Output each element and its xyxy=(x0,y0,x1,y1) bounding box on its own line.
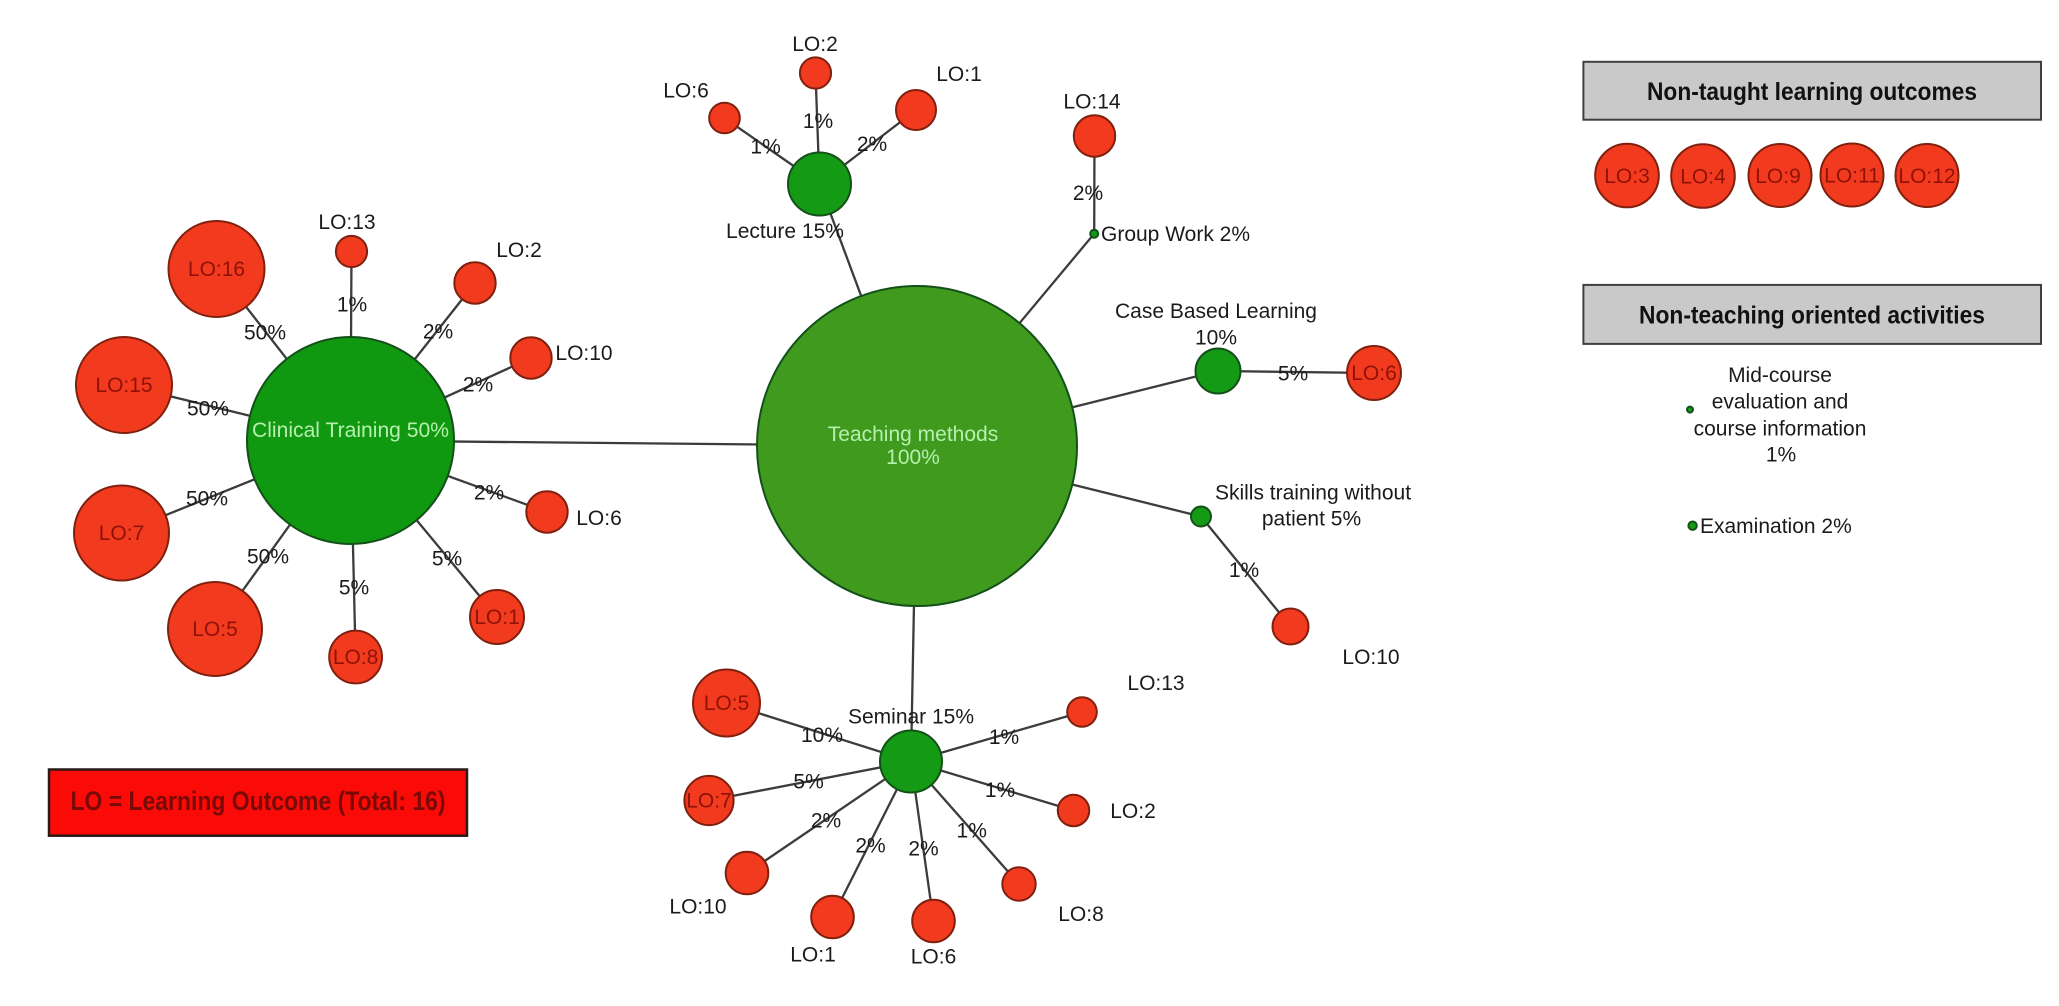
svg-text:2%: 2% xyxy=(423,321,453,344)
svg-text:Mid-course: Mid-course xyxy=(1728,364,1832,387)
svg-text:LO:8: LO:8 xyxy=(333,646,379,669)
svg-text:Group Work 2%: Group Work 2% xyxy=(1101,223,1250,246)
svg-text:LO:6: LO:6 xyxy=(663,80,709,103)
svg-text:LO:6: LO:6 xyxy=(911,946,957,969)
svg-text:10%: 10% xyxy=(801,724,843,747)
svg-text:LO:13: LO:13 xyxy=(1127,672,1184,695)
svg-text:2%: 2% xyxy=(811,810,841,833)
svg-text:5%: 5% xyxy=(1278,363,1308,386)
svg-text:1%: 1% xyxy=(985,779,1015,802)
svg-text:LO:5: LO:5 xyxy=(704,692,750,715)
svg-text:100%: 100% xyxy=(886,446,940,469)
svg-text:LO:6: LO:6 xyxy=(576,507,622,530)
svg-text:course information: course information xyxy=(1694,417,1867,440)
svg-text:Lecture 15%: Lecture 15% xyxy=(726,220,844,243)
svg-text:1%: 1% xyxy=(957,820,987,843)
svg-text:LO:10: LO:10 xyxy=(669,896,726,919)
svg-text:LO:5: LO:5 xyxy=(192,618,238,641)
svg-text:50%: 50% xyxy=(244,322,286,345)
svg-text:Case Based Learning: Case Based Learning xyxy=(1115,300,1317,323)
svg-text:LO:15: LO:15 xyxy=(95,374,152,397)
svg-text:evaluation and: evaluation and xyxy=(1712,391,1849,414)
svg-text:LO:3: LO:3 xyxy=(1604,165,1650,188)
svg-text:Skills training without: Skills training without xyxy=(1215,482,1411,505)
svg-text:Teaching methods: Teaching methods xyxy=(828,423,998,446)
svg-text:LO = Learning Outcome (Total:: LO = Learning Outcome (Total: 16) xyxy=(71,786,446,816)
svg-text:LO:10: LO:10 xyxy=(555,342,612,365)
svg-text:2%: 2% xyxy=(463,374,493,397)
svg-text:2%: 2% xyxy=(855,835,885,858)
svg-text:LO:9: LO:9 xyxy=(1755,165,1801,188)
svg-text:Clinical Training 50%: Clinical Training 50% xyxy=(252,419,449,442)
svg-text:5%: 5% xyxy=(793,771,823,794)
svg-text:2%: 2% xyxy=(908,838,938,861)
svg-text:50%: 50% xyxy=(186,488,228,511)
svg-text:LO:7: LO:7 xyxy=(99,522,145,545)
svg-text:5%: 5% xyxy=(339,577,369,600)
svg-text:LO:13: LO:13 xyxy=(318,211,375,234)
svg-text:Non-taught learning outcomes: Non-taught learning outcomes xyxy=(1647,78,1977,106)
svg-text:50%: 50% xyxy=(187,398,229,421)
svg-text:LO:1: LO:1 xyxy=(474,606,520,629)
svg-text:LO:2: LO:2 xyxy=(496,239,542,262)
svg-text:LO:2: LO:2 xyxy=(1110,800,1156,823)
svg-text:5%: 5% xyxy=(432,548,462,571)
svg-text:Examination 2%: Examination 2% xyxy=(1700,515,1852,538)
svg-text:LO:10: LO:10 xyxy=(1342,646,1399,669)
svg-text:2%: 2% xyxy=(857,133,887,156)
svg-text:2%: 2% xyxy=(474,482,504,505)
svg-text:LO:8: LO:8 xyxy=(1058,903,1104,926)
svg-text:1%: 1% xyxy=(750,135,780,158)
svg-text:1%: 1% xyxy=(1766,443,1796,466)
svg-text:LO:16: LO:16 xyxy=(188,258,245,281)
svg-text:LO:12: LO:12 xyxy=(1898,165,1955,188)
svg-text:1%: 1% xyxy=(337,294,367,317)
svg-text:LO:4: LO:4 xyxy=(1680,166,1726,189)
svg-text:LO:6: LO:6 xyxy=(1351,362,1397,385)
svg-text:1%: 1% xyxy=(803,110,833,133)
svg-text:50%: 50% xyxy=(247,546,289,569)
svg-text:LO:11: LO:11 xyxy=(1824,165,1880,188)
svg-text:patient 5%: patient 5% xyxy=(1262,508,1361,531)
svg-text:LO:2: LO:2 xyxy=(792,33,838,56)
svg-text:Seminar 15%: Seminar 15% xyxy=(848,706,974,729)
svg-text:LO:1: LO:1 xyxy=(790,944,836,967)
svg-text:1%: 1% xyxy=(1229,559,1259,582)
svg-text:1%: 1% xyxy=(989,726,1019,749)
svg-text:LO:14: LO:14 xyxy=(1063,91,1121,114)
svg-text:2%: 2% xyxy=(1073,182,1103,205)
svg-text:Non-teaching oriented activiti: Non-teaching oriented activities xyxy=(1639,302,1985,330)
svg-text:LO:7: LO:7 xyxy=(686,790,732,813)
svg-text:10%: 10% xyxy=(1195,327,1237,350)
svg-text:LO:1: LO:1 xyxy=(936,63,982,86)
